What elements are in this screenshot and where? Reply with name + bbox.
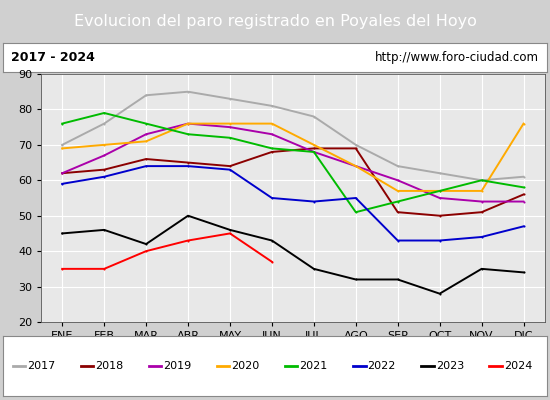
Text: http://www.foro-ciudad.com: http://www.foro-ciudad.com <box>375 51 539 64</box>
Text: 2019: 2019 <box>163 361 191 371</box>
Text: 2017: 2017 <box>28 361 56 371</box>
Text: 2023: 2023 <box>436 361 464 371</box>
Text: Evolucion del paro registrado en Poyales del Hoyo: Evolucion del paro registrado en Poyales… <box>74 14 476 29</box>
Text: 2018: 2018 <box>95 361 124 371</box>
Text: 2017 - 2024: 2017 - 2024 <box>11 51 95 64</box>
Text: 2021: 2021 <box>300 361 328 371</box>
Text: 2024: 2024 <box>504 361 532 371</box>
Text: 2022: 2022 <box>367 361 396 371</box>
Text: 2020: 2020 <box>232 361 260 371</box>
